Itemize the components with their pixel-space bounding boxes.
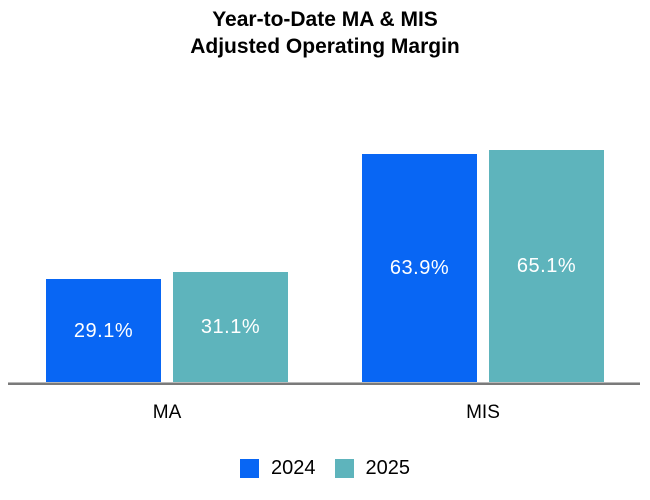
x-axis-label-ma: MA xyxy=(152,402,182,423)
bar-value-label: 31.1% xyxy=(200,316,261,338)
chart-title-line1: Year-to-Date MA & MIS xyxy=(212,8,438,31)
bar-mis-2024: 63.9% xyxy=(362,154,477,383)
legend-swatch-2024 xyxy=(240,459,259,478)
legend-swatch-2025 xyxy=(334,459,354,478)
x-axis-line xyxy=(8,382,640,385)
chart-title: Year-to-Date MA & MIS Adjusted Operating… xyxy=(0,6,650,60)
legend: 2024 2025 xyxy=(0,457,650,480)
chart-title-line2: Adjusted Operating Margin xyxy=(190,35,460,58)
legend-label-2025: 2025 xyxy=(365,457,411,479)
bar-value-label: 63.9% xyxy=(389,257,450,279)
bar-value-label: 65.1% xyxy=(516,255,577,277)
bar-ma-2024: 29.1% xyxy=(46,279,161,383)
bar-ma-2025: 31.1% xyxy=(173,272,288,383)
legend-label-2024: 2024 xyxy=(271,457,316,479)
legend-item-2025: 2025 xyxy=(334,457,411,480)
bar-value-label: 29.1% xyxy=(73,319,134,342)
bar-mis-2025: 65.1% xyxy=(489,150,604,383)
x-axis-label-mis: MIS xyxy=(466,402,500,423)
legend-item-2024: 2024 xyxy=(240,457,316,480)
